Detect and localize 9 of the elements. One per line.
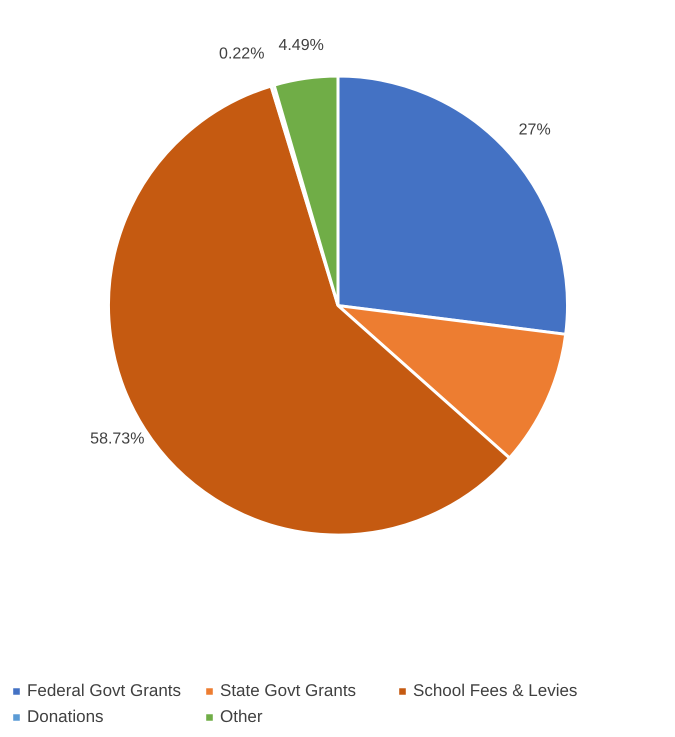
legend-label: Donations bbox=[27, 707, 105, 727]
legend-label: School Fees & Levies bbox=[413, 681, 578, 701]
data-label: 27% bbox=[518, 122, 551, 139]
data-label: 58.73% bbox=[90, 430, 144, 448]
data-label: 0.22% bbox=[219, 45, 264, 62]
legend-label: State Govt Grants bbox=[220, 681, 358, 701]
data-label: 4.49% bbox=[278, 37, 324, 54]
legend-label: Other bbox=[220, 707, 264, 727]
legend-label: Federal Govt Grants bbox=[27, 681, 182, 701]
